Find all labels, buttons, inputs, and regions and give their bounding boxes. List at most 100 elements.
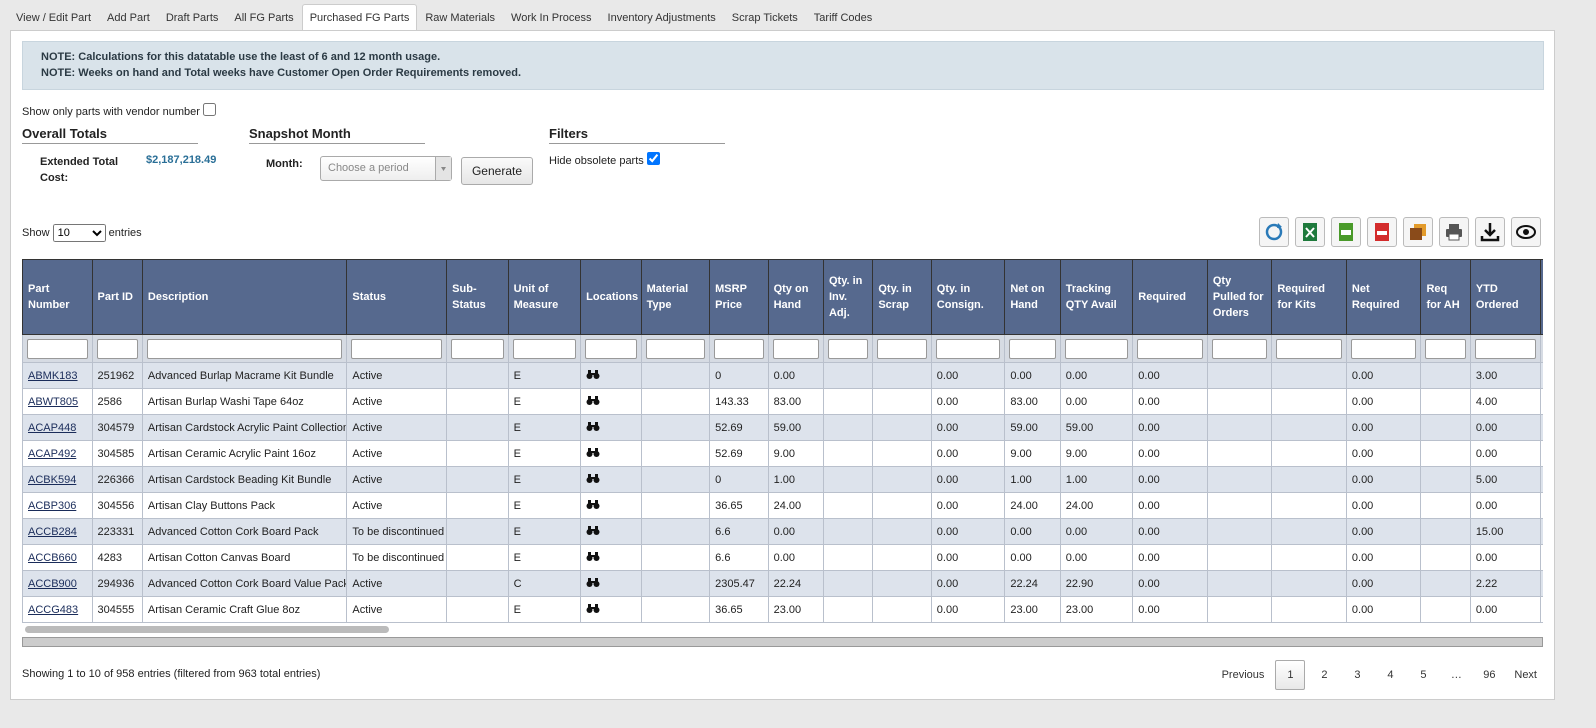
column-filter[interactable] (1350, 338, 1417, 359)
cell[interactable] (580, 466, 642, 493)
column-header[interactable]: Qty. in Scrap (872, 259, 932, 335)
tab[interactable]: Draft Parts (165, 12, 219, 24)
part-link[interactable]: ACBK594 (28, 473, 77, 486)
cell[interactable] (580, 388, 642, 415)
column-header[interactable]: Net on Hand (1004, 259, 1061, 335)
cell[interactable] (580, 440, 642, 467)
column-filter[interactable] (1137, 338, 1203, 359)
cell[interactable] (580, 544, 642, 571)
month-select[interactable]: Choose a period (320, 156, 452, 181)
column-header[interactable]: Qty. in Consign. (930, 259, 1006, 335)
column-filter[interactable] (1474, 338, 1537, 359)
part-link[interactable]: ABMK183 (28, 369, 78, 382)
column-header[interactable]: Part ID (91, 259, 143, 335)
column-filter[interactable] (351, 338, 443, 359)
page-button[interactable]: 4 (1387, 669, 1394, 681)
tab[interactable]: Tariff Codes (813, 12, 873, 24)
tab[interactable]: Add Part (107, 12, 150, 24)
column-filter[interactable] (772, 338, 819, 359)
length-select[interactable]: 10 (52, 224, 106, 242)
column-header[interactable]: Status (346, 259, 448, 335)
column-header[interactable]: Required for Kits (1271, 259, 1347, 335)
cell[interactable] (580, 570, 642, 597)
page-button[interactable]: 1 (1275, 660, 1306, 690)
column-header[interactable]: Net Required (1345, 259, 1422, 335)
page-button[interactable]: 96 (1483, 669, 1496, 681)
cell[interactable] (580, 362, 642, 389)
previous-button[interactable]: Previous (1221, 669, 1265, 681)
column-filter[interactable] (1211, 338, 1268, 359)
copy-button[interactable] (1403, 217, 1433, 247)
column-filter[interactable] (877, 338, 927, 359)
tab[interactable]: Work In Process (511, 12, 592, 24)
cell: 23.00 (1059, 596, 1134, 623)
column-filter[interactable] (27, 338, 88, 359)
column-filter[interactable] (96, 338, 138, 359)
column-header[interactable]: YTD Sales (1540, 259, 1543, 335)
cell (872, 440, 932, 467)
column-header[interactable]: Req for AH (1420, 259, 1471, 335)
column-header[interactable]: Unit of Measure (507, 259, 582, 335)
column-filter[interactable] (512, 338, 577, 359)
column-header[interactable]: Qty. in Inv. Adj. (822, 259, 874, 335)
csv-button[interactable] (1331, 217, 1361, 247)
column-header[interactable]: MSRP Price (709, 259, 769, 335)
page-button[interactable]: 5 (1420, 669, 1427, 681)
part-link[interactable]: ACBP306 (28, 499, 77, 512)
tab[interactable]: View / Edit Part (16, 12, 91, 24)
tab[interactable]: All FG Parts (234, 12, 294, 24)
part-link[interactable]: ACCG483 (28, 603, 79, 616)
scrollbar-thumb[interactable] (25, 626, 389, 633)
part-link[interactable]: ACCB900 (28, 577, 77, 590)
tab[interactable]: Purchased FG Parts (301, 4, 418, 32)
column-header[interactable]: Description (141, 259, 348, 335)
refresh-button[interactable] (1259, 217, 1289, 247)
vendor-checkbox[interactable] (202, 103, 216, 116)
part-link[interactable]: ACCB660 (28, 551, 77, 564)
print-button[interactable] (1439, 217, 1469, 247)
column-header[interactable]: Required (1132, 259, 1208, 335)
tab[interactable]: Raw Materials (425, 12, 496, 24)
part-link[interactable]: ACCB284 (28, 525, 77, 538)
download-button[interactable] (1475, 217, 1505, 247)
column-filter[interactable] (827, 338, 869, 359)
column-filter[interactable] (1276, 338, 1342, 359)
page-button[interactable]: … (1450, 669, 1462, 681)
column-header[interactable]: Sub-Status (446, 259, 509, 335)
column-filter[interactable] (585, 338, 637, 359)
column-filter[interactable] (451, 338, 504, 359)
part-link[interactable]: ACAP448 (28, 421, 77, 434)
column-header[interactable]: Tracking QTY Avail (1059, 259, 1134, 335)
part-link[interactable]: ACAP492 (28, 447, 77, 460)
cell (822, 492, 874, 519)
column-filter[interactable] (1009, 338, 1056, 359)
cell[interactable] (580, 596, 642, 623)
column-header[interactable]: Qty on Hand (767, 259, 824, 335)
cell[interactable] (580, 518, 642, 545)
part-link[interactable]: ABWT805 (28, 395, 79, 408)
column-header[interactable]: Part Number (22, 259, 93, 335)
column-filter[interactable] (1425, 338, 1466, 359)
column-filter[interactable] (714, 338, 764, 359)
column-header[interactable]: Qty Pulled for Orders (1206, 259, 1273, 335)
generate-button[interactable]: Generate (461, 157, 533, 185)
cell[interactable] (580, 492, 642, 519)
page-button[interactable]: 3 (1354, 669, 1361, 681)
tab[interactable]: Scrap Tickets (731, 12, 798, 24)
column-header[interactable]: YTD Ordered (1469, 259, 1542, 335)
column-filter[interactable] (645, 338, 706, 359)
next-button[interactable]: Next (1514, 669, 1537, 681)
cell: 83.00 (767, 388, 824, 415)
tab[interactable]: Inventory Adjustments (607, 12, 716, 24)
column-header[interactable]: Locations (580, 259, 642, 335)
visibility-button[interactable] (1511, 217, 1541, 247)
column-header[interactable]: Material Type (640, 259, 711, 335)
column-filter[interactable] (935, 338, 1001, 359)
excel-button[interactable] (1295, 217, 1325, 247)
pdf-button[interactable] (1367, 217, 1397, 247)
page-button[interactable]: 2 (1321, 669, 1328, 681)
column-filter[interactable] (1064, 338, 1129, 359)
column-filter[interactable] (146, 338, 343, 359)
obsolete-checkbox[interactable] (646, 152, 660, 165)
cell[interactable] (580, 414, 642, 441)
